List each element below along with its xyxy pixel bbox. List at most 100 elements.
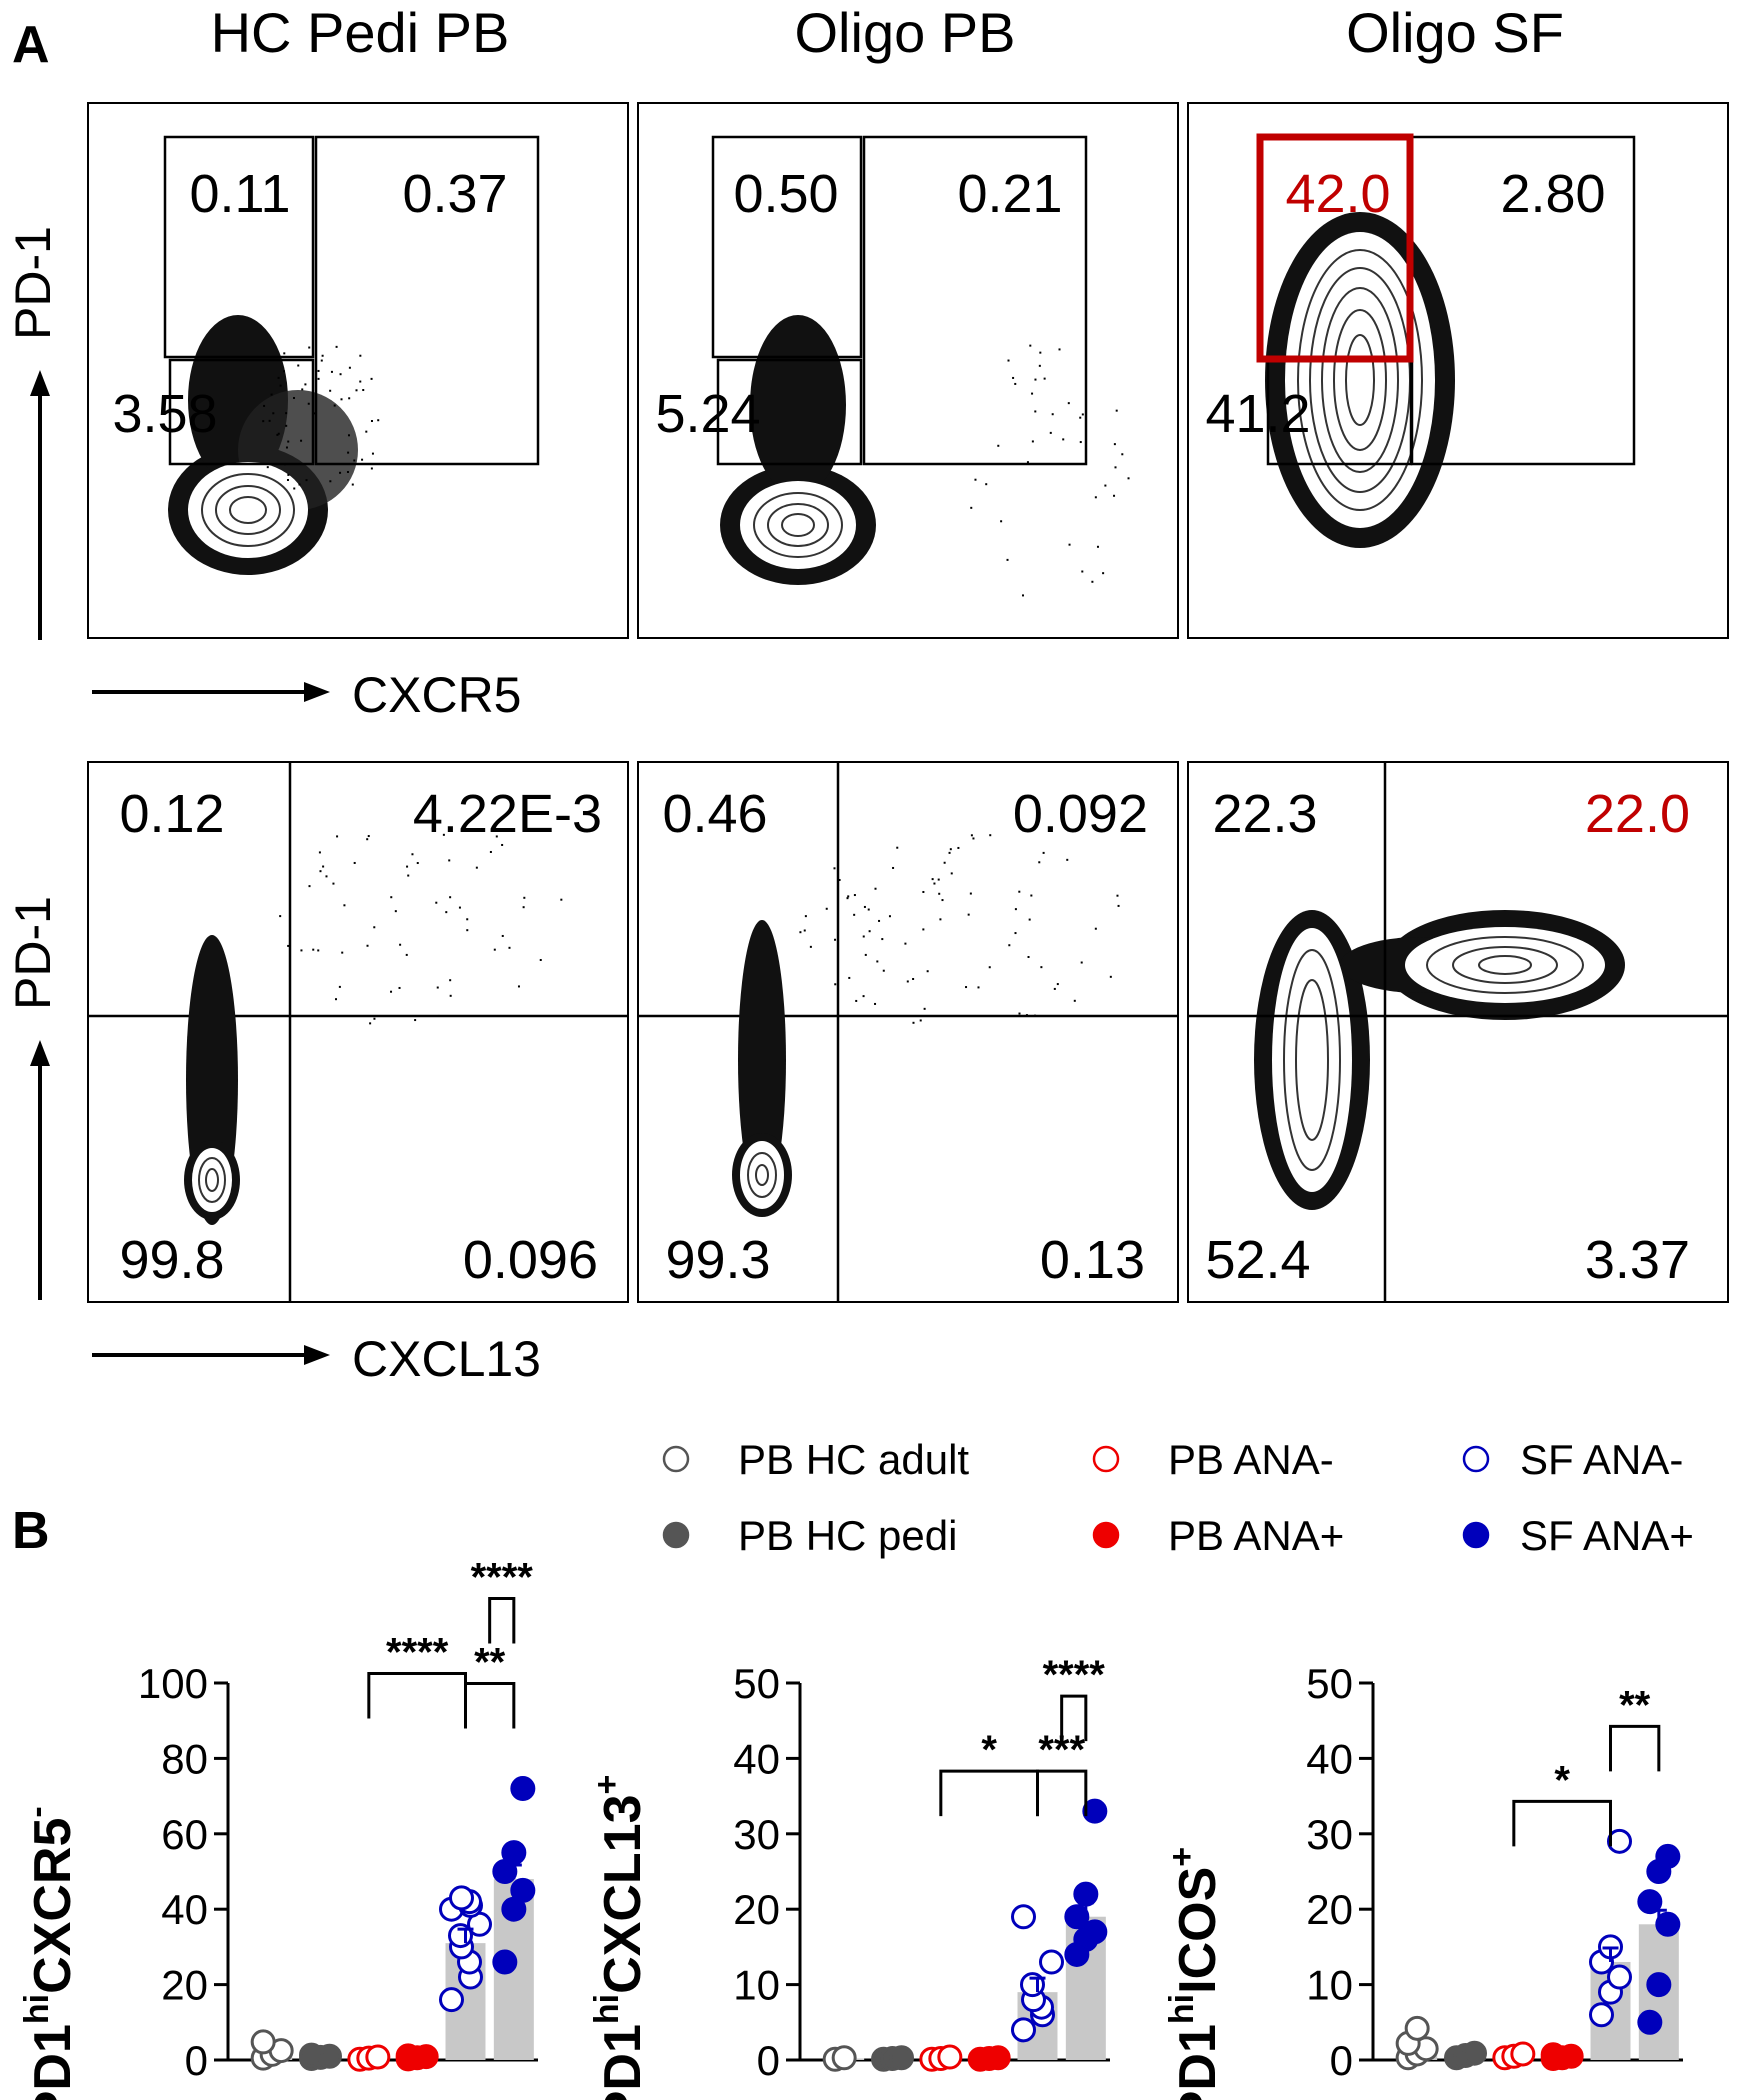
flow-event-dots [279, 821, 563, 1025]
gate-lower [168, 358, 315, 466]
row2-y-label: PD-1 [5, 896, 61, 1010]
data-point [1540, 2042, 1566, 2068]
y-tick-label: 0 [757, 2037, 780, 2084]
significance-bracket [1060, 1694, 1088, 1742]
data-point [1462, 2040, 1487, 2066]
data-point [1510, 2041, 1536, 2067]
y-tick-label: 80 [161, 1735, 208, 1782]
significance-bracket [1036, 1769, 1088, 1817]
gate-value-lower: 5.24 [655, 384, 760, 444]
flow-event-dots [799, 834, 1120, 1024]
data-point [449, 1885, 474, 1911]
row1-x-label: CXCR5 [352, 667, 521, 723]
legend-marker-pb-ana-neg [1092, 1445, 1120, 1473]
data-point [299, 2042, 324, 2068]
quadrant-value-upper-left: 22.3 [1212, 784, 1317, 844]
quadrant-value-upper-right: 22.0 [1585, 784, 1690, 844]
data-point [1082, 1919, 1108, 1945]
data-point [831, 2045, 857, 2071]
data-point [1082, 1798, 1108, 1824]
quadrant-value-lower-right: 3.37 [1585, 1230, 1690, 1290]
data-point [1646, 1972, 1672, 1998]
flow-plot-hc-pedi-cxcr5: 0.11 0.37 3.58 [87, 102, 629, 639]
significance-label: * [981, 1728, 997, 1772]
y-tick-label: 60 [161, 1811, 208, 1858]
data-point [510, 1776, 536, 1802]
row2-x-label: CXCL13 [352, 1331, 541, 1387]
flow-plot-oligo-sf-cxcr5: 42.0 2.80 41.2 [1187, 102, 1729, 639]
y-tick-label: 10 [1306, 1962, 1353, 2009]
flow-plot-oligo-sf-cxcl13: 22.3 22.0 52.4 3.37 [1187, 761, 1729, 1303]
gate-value-upper-right: 2.80 [1500, 164, 1605, 224]
data-point [1655, 1911, 1681, 1937]
data-point [1637, 1889, 1663, 1915]
y-tick-label: 40 [1306, 1735, 1353, 1782]
legend-marker-sf-ana-neg [1462, 1445, 1490, 1473]
data-point [439, 1987, 464, 2013]
gate-upper-left-highlight [1256, 133, 1414, 363]
legend-label-sf-ana-pos: SF ANA+ [1520, 1512, 1694, 1559]
data-point [985, 2045, 1011, 2071]
y-tick-label: 50 [733, 1660, 780, 1707]
legend-marker-sf-ana-pos [1462, 1521, 1490, 1549]
flow-density-cloud [1265, 212, 1455, 548]
data-point [501, 1840, 527, 1866]
gate-upper-right [862, 135, 1088, 466]
flow-plot-hc-pedi-cxcl13: 0.12 4.22E-3 99.8 0.096 [87, 761, 629, 1303]
legend-marker-pb-hc-pedi [662, 1521, 690, 1549]
quadrant-value-upper-right: 0.092 [1013, 784, 1148, 844]
quadrant-value-upper-left: 0.46 [662, 784, 767, 844]
data-point [1607, 1964, 1632, 1990]
flow-density-cloud [1254, 910, 1625, 1210]
quadrant-value-lower-left: 99.3 [665, 1230, 770, 1290]
flow-plot-oligo-pb-cxcl13: 0.46 0.092 99.3 0.13 [637, 761, 1179, 1303]
flow-density-cloud [720, 315, 876, 585]
row1-y-label: PD-1 [5, 226, 61, 340]
y-tick-label: 100 [138, 1660, 208, 1707]
legend: PB HC adult PB HC pedi PB ANA- PB ANA+ S… [662, 1436, 1694, 1559]
flow-density-cloud [184, 935, 240, 1225]
legend-label-pb-ana-neg: PB ANA- [1168, 1436, 1334, 1483]
gate-upper-left [163, 135, 315, 359]
data-point [395, 2043, 421, 2069]
quadrant-value-upper-left: 0.12 [119, 784, 224, 844]
gate-value-upper-left: 0.11 [189, 164, 290, 224]
y-tick-label: 40 [733, 1735, 780, 1782]
row2-flow-plots: 0.12 4.22E-3 99.8 0.096 0.46 0.092 99.3 … [5, 761, 1729, 1387]
gate-value-upper-left: 0.50 [733, 164, 838, 224]
data-point [365, 2044, 391, 2070]
quadrant-value-upper-right: 4.22E-3 [413, 784, 602, 844]
quadrant-value-lower-right: 0.13 [1040, 1230, 1145, 1290]
data-point [889, 2045, 914, 2071]
gate-upper-right [314, 135, 540, 466]
data-point [1064, 1904, 1090, 1930]
y-tick-label: 50 [1306, 1660, 1353, 1707]
flow-density-cloud [732, 920, 792, 1217]
y-tick-label: 0 [185, 2037, 208, 2084]
significance-bracket [939, 1769, 1039, 1817]
column-title-oligo-pb: Oligo PB [795, 1, 1016, 64]
data-point [1039, 1949, 1064, 1975]
gate-upper-left [711, 135, 863, 359]
significance-bracket [488, 1597, 516, 1644]
quadrant-value-lower-left: 52.4 [1205, 1230, 1310, 1290]
significance-bracket [464, 1682, 516, 1729]
data-point [510, 1877, 536, 1903]
column-title-hc-pedi-pb: HC Pedi PB [211, 1, 510, 64]
significance-label: **** [1043, 1653, 1106, 1697]
legend-label-sf-ana-neg: SF ANA- [1520, 1436, 1683, 1483]
y-axis-label: %PD1hiCXCR5- [18, 1806, 82, 2100]
legend-marker-pb-ana-pos [1092, 1521, 1120, 1549]
y-tick-label: 0 [1330, 2037, 1353, 2084]
y-tick-label: 20 [733, 1886, 780, 1933]
data-point [1655, 1843, 1681, 1869]
gate-value-lower: 3.58 [112, 384, 217, 444]
y-axis-label: %PD1hiICOS+ [1163, 1847, 1227, 2100]
gate-value-upper-right: 0.37 [402, 164, 507, 224]
flow-event-dots [970, 344, 1130, 597]
legend-marker-pb-hc-adult [662, 1445, 690, 1473]
data-point [1404, 2015, 1430, 2041]
